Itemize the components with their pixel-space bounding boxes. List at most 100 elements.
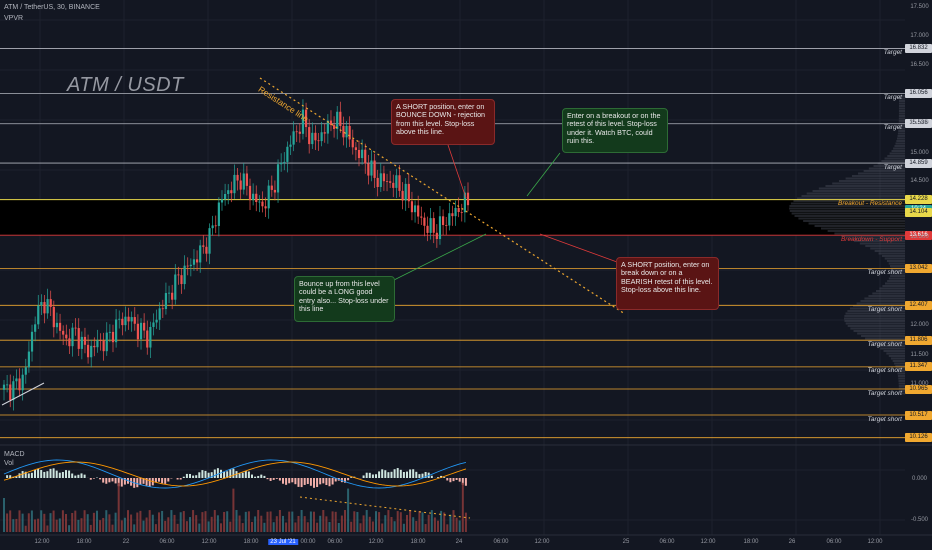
note-short-breakdown[interactable]: A SHORT position, enter on break down or… [616, 257, 719, 310]
macd-hist-bar [303, 478, 306, 485]
volume-bar [278, 510, 281, 532]
note-short-bounce[interactable]: A SHORT position, enter on BOUNCE DOWN -… [391, 99, 495, 145]
volume-bar [285, 522, 288, 532]
macd-hist-bar [232, 468, 235, 478]
macd-hist-bar [6, 475, 9, 478]
volume-profile-bar [898, 107, 905, 110]
volume-bar [74, 510, 77, 532]
volume-bar [337, 522, 340, 532]
candle-body [361, 149, 364, 159]
candle-body [43, 302, 46, 314]
candle-body [37, 305, 40, 325]
candle-body [27, 351, 31, 368]
y-axis-tick: 15.500 [910, 120, 929, 126]
candle-body [385, 181, 389, 182]
volume-profile-bar [847, 310, 905, 312]
macd-hist-bar [260, 474, 263, 478]
macd-hist-bar [182, 476, 185, 478]
volume-profile-bar [808, 222, 905, 225]
candle-body [124, 316, 127, 326]
volume-bar [409, 510, 412, 532]
volume-bar [282, 515, 284, 532]
vol-label: Vol [4, 460, 14, 467]
volume-profile-bar [860, 300, 905, 302]
macd-hist-bar [120, 478, 123, 487]
volume-bar [27, 513, 30, 532]
volume-bar [198, 523, 201, 532]
macd-hist-bar [285, 478, 288, 485]
x-axis-tick: 06:00 [826, 539, 842, 545]
volume-bar [220, 523, 222, 532]
volume-bar [226, 511, 229, 532]
note-long-breakout[interactable]: Enter on a breakout or on the retest of … [562, 108, 668, 153]
volume-bar [316, 522, 319, 532]
volume-profile-bar [898, 117, 905, 120]
volume-profile-bar [850, 327, 905, 330]
macd-hist-bar [210, 472, 213, 478]
volume-profile-bar [864, 297, 905, 300]
volume-bar [440, 510, 443, 532]
volume-bar [43, 513, 46, 532]
volume-profile-bar [849, 307, 905, 310]
candle-body [158, 308, 161, 320]
volume-profile-bar [789, 205, 905, 207]
volume-profile-bar [789, 210, 905, 212]
volume-bar [443, 512, 446, 532]
macd-hist-bar [251, 474, 253, 478]
volume-profile-bar [841, 235, 905, 237]
volume-profile-bar [898, 112, 905, 115]
volume-bar [368, 516, 371, 532]
macd-hist-bar [437, 477, 439, 478]
macd-hist-bar [108, 478, 111, 483]
volume-bar [58, 518, 61, 532]
macd-hist-bar [77, 474, 80, 478]
candle-body [410, 201, 414, 213]
x-axis-tick: 24 [455, 539, 463, 545]
volume-bar [173, 514, 176, 532]
macd-hist-bar [61, 471, 64, 478]
note-bounce-long[interactable]: Bounce up from this level could be a LON… [294, 276, 395, 322]
macd-hist-bar [455, 478, 458, 481]
candle-body [146, 330, 149, 348]
x-axis-tick: 18:00 [76, 539, 92, 545]
candle-body [96, 340, 99, 348]
x-axis-tick: 00:00 [300, 539, 316, 545]
candle-body [83, 336, 87, 345]
volume-profile-bar [898, 125, 905, 127]
candle-body [40, 302, 43, 306]
macd-hist-bar [409, 469, 412, 478]
macd-hist-bar [350, 477, 353, 478]
volume-bar [347, 488, 350, 532]
candle-body [149, 326, 152, 348]
candle-body [255, 193, 258, 203]
volume-profile-bar [847, 237, 905, 240]
volume-profile-bar [825, 185, 905, 187]
macd-hist-bar [105, 478, 108, 484]
volume-profile-bar [893, 147, 905, 150]
macd-hist-bar [347, 478, 350, 481]
macd-hist-bar [241, 472, 244, 478]
macd-hist-bar [229, 469, 232, 478]
volume-profile-bar [896, 137, 905, 140]
vpvr-indicator-label[interactable]: VPVR [4, 15, 24, 22]
x-axis-tick: 06:00 [327, 539, 343, 545]
candle-body [111, 331, 115, 343]
candle-body [86, 344, 90, 358]
volume-bar [77, 519, 80, 532]
volume-profile-bar [878, 252, 905, 255]
volume-bar [96, 510, 98, 532]
x-axis-tick: 18:00 [410, 539, 426, 545]
candle-body [34, 324, 37, 332]
macd-line [3, 459, 467, 489]
candle-body [139, 322, 143, 340]
volume-profile-bar [845, 322, 905, 325]
macd-hist-bar [15, 476, 18, 478]
y-axis-tick: 11.000 [910, 381, 929, 387]
macd-hist-bar [58, 472, 61, 478]
candle-body [233, 174, 236, 194]
y-axis-tick: 0.000 [911, 476, 927, 482]
volume-bar [251, 521, 253, 532]
volume-profile-bar [898, 382, 905, 385]
macd-hist-bar [313, 478, 315, 488]
volume-bar [446, 524, 449, 532]
